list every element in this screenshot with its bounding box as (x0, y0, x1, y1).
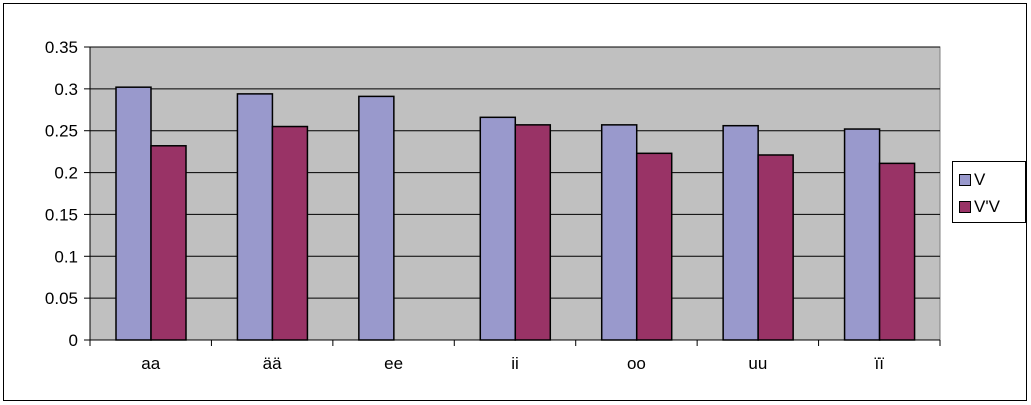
bar-vpv-4 (635, 152, 673, 341)
legend-label-vpv: V'V (974, 197, 1000, 216)
x-tick-label: uu (748, 354, 767, 373)
bar-v-5 (722, 124, 759, 341)
legend-item-vpv: V'V (959, 197, 1000, 217)
legend-swatch-vpv (959, 201, 971, 213)
bar-v-4 (600, 124, 638, 341)
legend-label-v: V (974, 170, 986, 189)
y-tick-labels: 0 0.05 0.1 0.15 0.2 0.25 0.3 0.35 (45, 38, 78, 350)
y-tick-label: 0.15 (45, 205, 78, 224)
x-tick-label: ee (384, 354, 403, 373)
y-tick-label: 0.05 (45, 289, 78, 308)
x-tick-label: ää (263, 354, 282, 373)
y-tick-label: 0.2 (54, 164, 78, 183)
x-tick-label: ii (511, 354, 519, 373)
legend-swatch-v (959, 174, 971, 186)
x-tick-label: oo (627, 354, 646, 373)
bar-vpv-1 (271, 125, 309, 341)
y-tick-label: 0.35 (45, 38, 78, 57)
legend: V V'V (952, 161, 1026, 223)
x-tick-label: ïï (875, 354, 885, 373)
bar-v-3 (479, 116, 517, 341)
bar-vpv-3 (514, 124, 552, 341)
bar-v-6 (843, 128, 881, 341)
x-tick-labels: aa ää ee ii oo uu ïï (141, 354, 884, 373)
bar-v-1 (236, 93, 274, 341)
bar-v-0 (115, 86, 152, 341)
x-tick-label: aa (141, 354, 160, 373)
bar-vpv-6 (878, 162, 916, 341)
legend-item-v: V (959, 170, 985, 190)
bar-vpv-0 (150, 145, 187, 341)
bar-vpv-5 (757, 154, 794, 341)
bars (115, 86, 916, 341)
y-tick-label: 0.3 (54, 80, 78, 99)
y-tick-label: 0 (69, 331, 78, 350)
y-tick-label: 0.25 (45, 122, 78, 141)
bar-v-2 (358, 95, 395, 341)
y-tick-label: 0.1 (54, 247, 78, 266)
axes (84, 46, 941, 346)
